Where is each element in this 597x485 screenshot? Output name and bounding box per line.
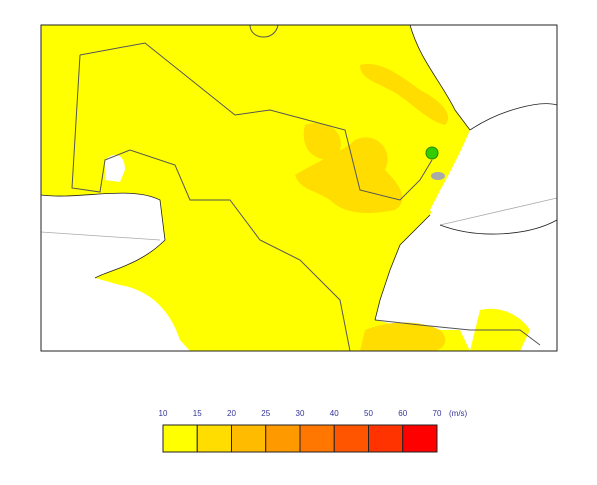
legend-tick-label: 70 — [433, 409, 442, 418]
legend-tick-label: 20 — [227, 409, 236, 418]
legend-tick-label: 15 — [193, 409, 202, 418]
grid-line — [439, 197, 558, 226]
legend-swatch — [162, 424, 198, 453]
wind-zone — [303, 122, 341, 160]
wind-zone — [360, 322, 446, 351]
border — [71, 54, 351, 352]
white-area — [430, 103, 557, 235]
map — [40, 24, 558, 352]
legend-swatch — [265, 424, 301, 453]
border — [249, 24, 279, 38]
legend-tick-label: 30 — [296, 409, 305, 418]
legend-swatch — [402, 424, 438, 453]
grid-line — [40, 231, 161, 241]
sea-area — [41, 193, 190, 351]
lake — [105, 154, 125, 182]
legend-tick-label: 25 — [261, 409, 270, 418]
border — [79, 42, 433, 201]
legend-swatch — [231, 424, 267, 453]
legend-tick-label: 50 — [364, 409, 373, 418]
legend-swatch — [299, 424, 335, 453]
wind-zone — [360, 64, 449, 125]
legend-swatch — [333, 424, 369, 453]
map-frame — [40, 24, 558, 352]
location-marker — [425, 146, 439, 160]
yellow-field — [41, 25, 470, 351]
legend-tick-label: 40 — [330, 409, 339, 418]
legend-tick-label: 10 — [159, 409, 168, 418]
legend-unit: (m/s) — [449, 409, 468, 418]
legend-swatch — [368, 424, 404, 453]
legend: 10 15 20 25 30 40 50 60 70 — [159, 409, 442, 453]
legend-tick-label: 60 — [398, 409, 407, 418]
border — [374, 319, 541, 346]
coastline — [40, 24, 558, 321]
lake — [431, 172, 445, 180]
legend-swatch — [196, 424, 232, 453]
